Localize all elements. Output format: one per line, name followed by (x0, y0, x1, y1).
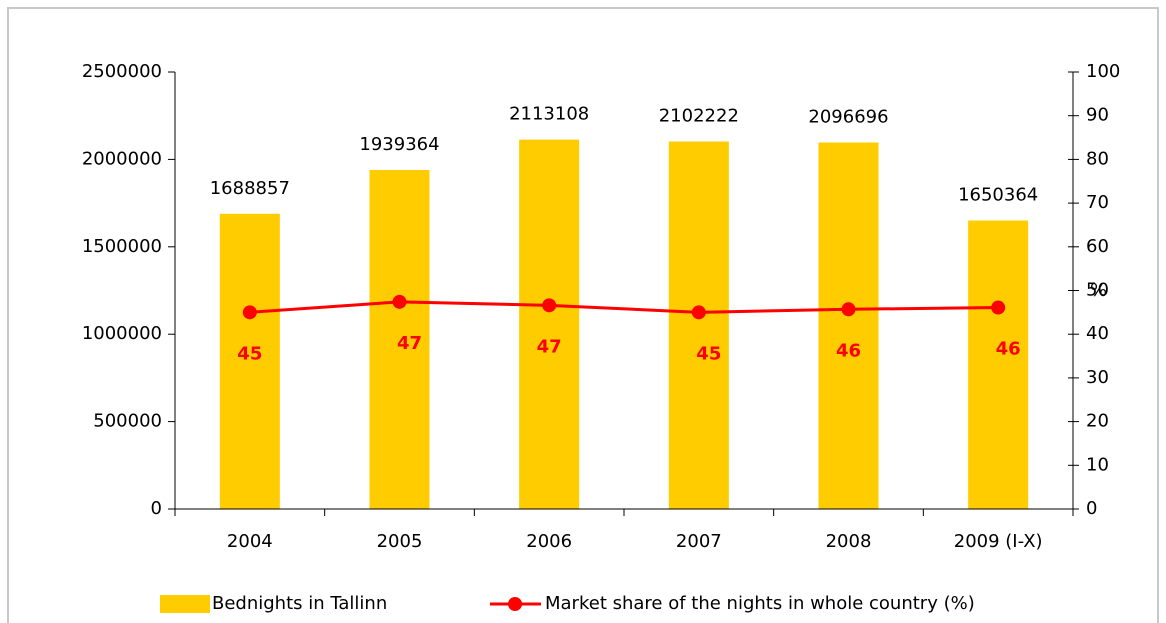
bar-value-label: 2113108 (509, 104, 589, 125)
y-tick-label: 1500000 (82, 236, 162, 257)
market-share-point (991, 300, 1006, 315)
market-share-point (542, 298, 557, 313)
legend-marker (508, 597, 522, 611)
bar (818, 142, 879, 509)
market-share-line (249, 300, 999, 314)
x-tick-label: 2005 (377, 531, 423, 552)
legend-swatch (160, 595, 210, 613)
bar-value-label: 1650364 (958, 185, 1038, 206)
bar (668, 141, 729, 509)
y-tick-label: 0 (151, 498, 162, 519)
y2-tick-label: 60 (1086, 236, 1109, 257)
y2-tick-label: 0 (1086, 498, 1097, 519)
y2-tick-label: 40 (1086, 323, 1109, 344)
market-share-label: 47 (397, 333, 422, 354)
x-tick-label: 2007 (676, 531, 722, 552)
market-share-label: 47 (537, 336, 562, 357)
x-tick-label: 2009 (I-X) (954, 531, 1043, 552)
market-share-label: 46 (836, 340, 861, 361)
bar (519, 139, 580, 509)
bar-value-label: 2102222 (659, 106, 739, 127)
chart-frame (7, 7, 1159, 623)
market-share-label: 45 (237, 343, 262, 364)
y2-tick-label: 70 (1086, 192, 1109, 213)
bar (968, 220, 1029, 510)
market-share-point (691, 305, 706, 320)
y-tick-label: 2000000 (82, 148, 162, 169)
y2-tick-label: 20 (1086, 411, 1109, 432)
market-share-point (392, 294, 407, 309)
x-tick-label: 2008 (826, 531, 872, 552)
y2-tick-label: 80 (1086, 148, 1109, 169)
y2-tick-label: 50 (1086, 280, 1109, 301)
y-tick-label: 2500000 (82, 61, 162, 82)
market-share-label: 45 (696, 343, 721, 364)
legend-label: Bednights in Tallinn (212, 593, 387, 614)
y2-tick-label: 90 (1086, 105, 1109, 126)
x-tick-label: 2004 (227, 531, 273, 552)
y2-tick-label: 10 (1086, 454, 1109, 475)
market-share-point (841, 302, 856, 317)
bar-value-label: 2096696 (808, 106, 888, 127)
y2-tick-label: 30 (1086, 367, 1109, 388)
bar (369, 169, 430, 509)
y2-tick-label: 100 (1086, 61, 1120, 82)
y-tick-label: 500000 (93, 411, 162, 432)
y-tick-label: 1000000 (82, 323, 162, 344)
y2-axis-label: % (1090, 280, 1107, 301)
x-tick-label: 2006 (526, 531, 572, 552)
bar (219, 213, 280, 510)
legend-label: Market share of the nights in whole coun… (545, 593, 975, 614)
bar-value-label: 1939364 (359, 134, 439, 155)
market-share-label: 46 (996, 339, 1021, 360)
bar-value-label: 1688857 (210, 178, 290, 199)
market-share-point (242, 305, 257, 320)
